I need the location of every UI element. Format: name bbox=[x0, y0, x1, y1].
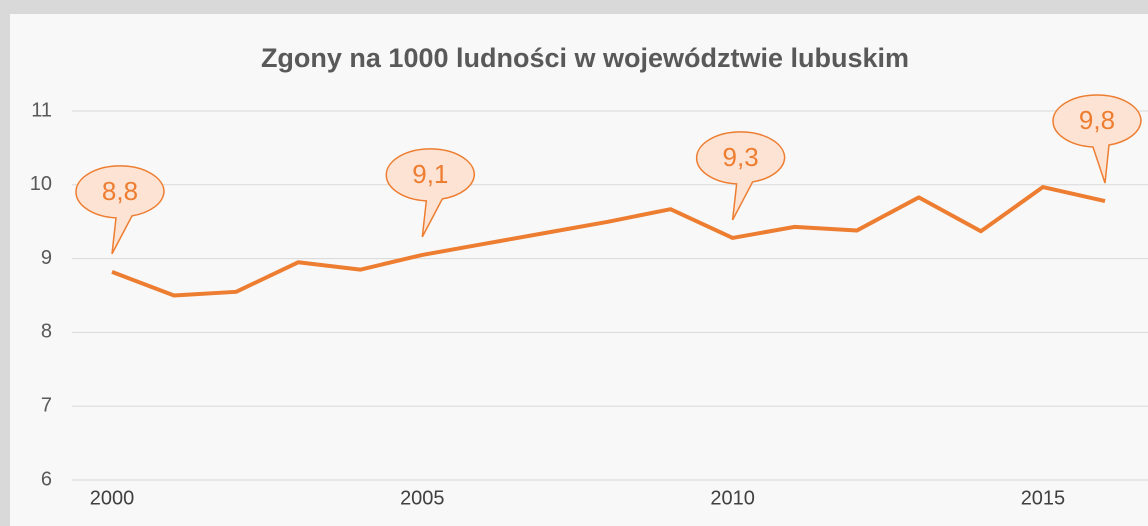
y-tick-label: 7 bbox=[41, 394, 52, 416]
y-tick-label: 11 bbox=[31, 99, 52, 121]
callout bbox=[75, 165, 165, 255]
data-label: 8,8 bbox=[102, 176, 138, 206]
chart-title: Zgony na 1000 ludności w województwie lu… bbox=[261, 43, 909, 73]
x-tick-label: 2010 bbox=[710, 487, 755, 509]
data-label: 9,3 bbox=[723, 142, 759, 172]
x-tick-label: 2000 bbox=[90, 487, 135, 509]
y-tick-label: 9 bbox=[41, 247, 52, 269]
y-tick-label: 10 bbox=[30, 173, 52, 195]
data-line bbox=[111, 185, 1106, 298]
x-tick-label: 2015 bbox=[1021, 487, 1066, 509]
callout bbox=[1052, 94, 1142, 184]
y-tick-label: 6 bbox=[41, 468, 52, 490]
y-tick-label: 8 bbox=[41, 321, 52, 343]
x-tick-label: 2005 bbox=[400, 487, 445, 509]
data-label: 9,1 bbox=[412, 159, 448, 189]
panel bbox=[10, 14, 1148, 526]
callout bbox=[385, 148, 476, 238]
callout bbox=[695, 131, 786, 221]
data-label: 9,8 bbox=[1079, 105, 1115, 135]
